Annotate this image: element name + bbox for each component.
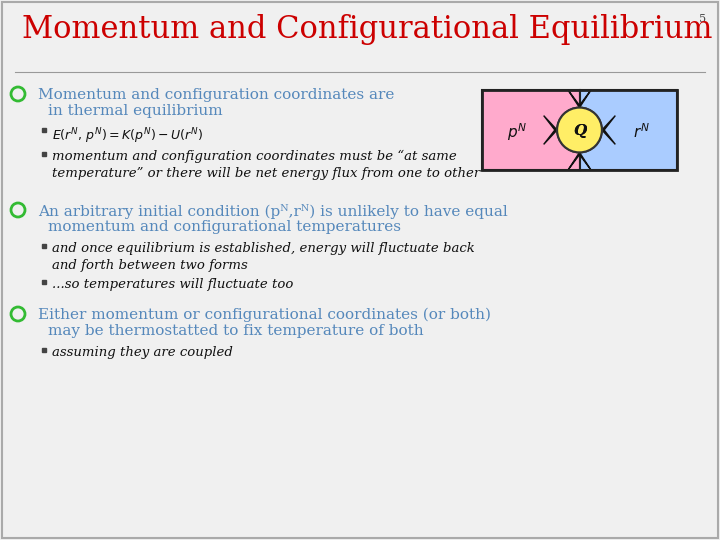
Text: in thermal equilibrium: in thermal equilibrium	[48, 104, 222, 118]
Ellipse shape	[557, 107, 602, 152]
Polygon shape	[602, 116, 616, 144]
Polygon shape	[568, 152, 591, 170]
Bar	[482, 90, 677, 170]
Text: 5: 5	[699, 14, 706, 24]
Polygon shape	[544, 116, 557, 144]
Text: momentum and configurational temperatures: momentum and configurational temperature…	[48, 220, 401, 234]
Text: Either momentum or configurational coordinates (or both): Either momentum or configurational coord…	[38, 308, 491, 322]
Text: $p^N$: $p^N$	[507, 121, 527, 143]
Text: $r^N$: $r^N$	[634, 123, 650, 141]
Text: Momentum and configuration coordinates are: Momentum and configuration coordinates a…	[38, 88, 395, 102]
Text: momentum and configuration coordinates must be “at same
temperature” or there wi: momentum and configuration coordinates m…	[52, 150, 480, 180]
Polygon shape	[568, 90, 591, 107]
Bar	[482, 90, 580, 170]
Bar	[580, 90, 677, 170]
Text: $E(r^N,\, p^N) = K(p^N) - U(r^N)$: $E(r^N,\, p^N) = K(p^N) - U(r^N)$	[52, 126, 203, 146]
Text: An arbitrary initial condition (pᴺ,rᴺ) is unlikely to have equal: An arbitrary initial condition (pᴺ,rᴺ) i…	[38, 204, 508, 219]
Text: and once equilibrium is established, energy will fluctuate back
and forth betwee: and once equilibrium is established, ene…	[52, 242, 474, 272]
Text: Q: Q	[573, 124, 586, 138]
Ellipse shape	[557, 107, 602, 152]
Text: ...so temperatures will fluctuate too: ...so temperatures will fluctuate too	[52, 278, 293, 291]
Text: assuming they are coupled: assuming they are coupled	[52, 346, 233, 359]
Text: may be thermostatted to fix temperature of both: may be thermostatted to fix temperature …	[48, 324, 423, 338]
Text: Q: Q	[573, 124, 586, 138]
Text: Momentum and Configurational Equilibrium: Momentum and Configurational Equilibrium	[22, 14, 713, 45]
